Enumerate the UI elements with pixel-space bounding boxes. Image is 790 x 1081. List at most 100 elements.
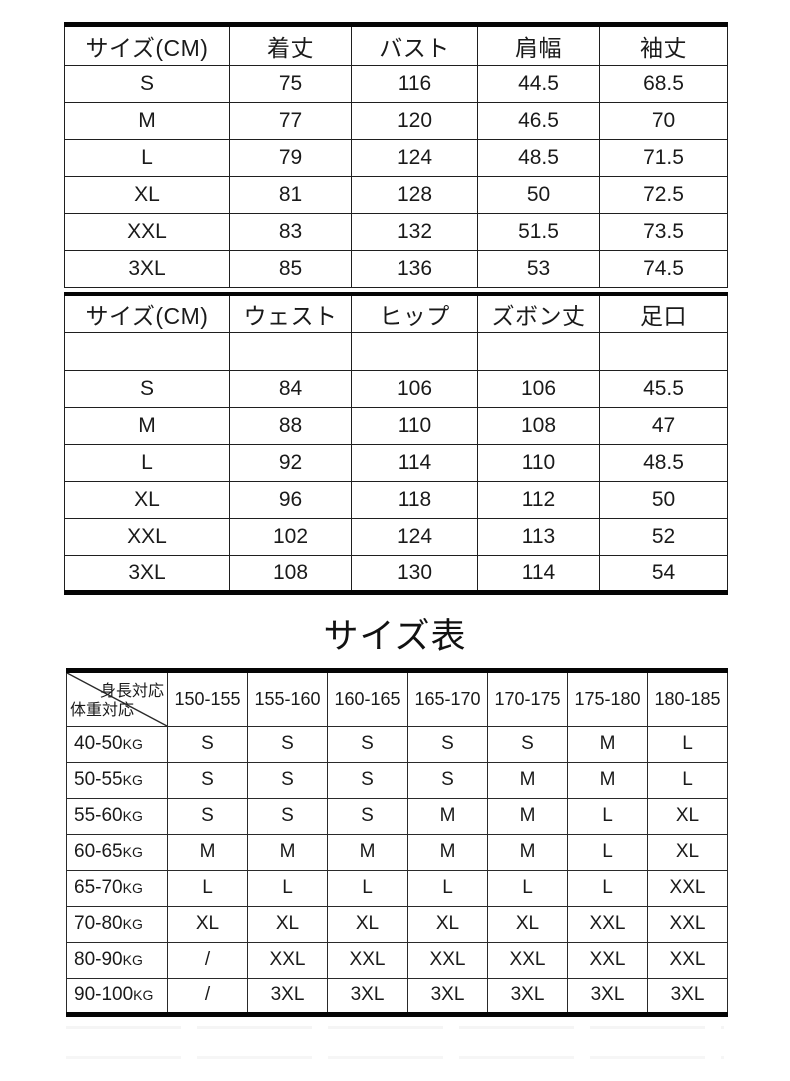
- weight-range-label: 40-50KG: [66, 725, 168, 763]
- measure-value: 92: [229, 443, 352, 482]
- weight-range-value: 70-80: [74, 913, 123, 934]
- recommended-size-cell: 3XL: [327, 977, 408, 1015]
- measure-value: 74.5: [599, 250, 728, 288]
- weight-range-value: 50-55: [74, 769, 123, 790]
- weight-range-value: 60-65: [74, 841, 123, 862]
- recommended-size-cell: XXL: [327, 941, 408, 979]
- measure-value: 46.5: [477, 102, 600, 140]
- recommended-size-cell: S: [327, 761, 408, 799]
- measure-value: 114: [477, 554, 600, 593]
- measure-value: 84: [229, 369, 352, 408]
- weight-unit-label: KG: [122, 736, 143, 752]
- recommended-size-cell: M: [407, 797, 488, 835]
- size-matrix-row: 60-65KG M M M M M L XL: [66, 833, 728, 871]
- measure-value: 130: [351, 554, 478, 593]
- measure-row: M 77 120 46.5 70: [64, 102, 728, 140]
- recommended-size-cell: M: [567, 761, 648, 799]
- measure-value: 81: [229, 176, 352, 214]
- height-range-header: 180-185: [647, 669, 728, 727]
- recommended-size-cell: XL: [327, 905, 408, 943]
- size-matrix-body: 40-50KG S S S S S M L 50-55KG S S S S M M L 55-60KG S S S M M…: [66, 725, 728, 1015]
- size-label: XL: [64, 176, 230, 214]
- measure-value: 110: [477, 443, 600, 482]
- recommended-size-cell: S: [247, 761, 328, 799]
- height-range-header: 175-180: [567, 669, 648, 727]
- measure-row: XXL 102 124 113 52: [64, 517, 728, 556]
- weight-range-label: 65-70KG: [66, 869, 168, 907]
- tops-table-body: S 75 116 44.5 68.5 M 77 120 46.5 70 L 79 124 48.5 71.5…: [64, 65, 728, 288]
- recommended-size-cell: S: [167, 761, 248, 799]
- recommended-size-cell: L: [647, 761, 728, 799]
- measure-value: 128: [351, 176, 478, 214]
- measure-value: 53: [477, 250, 600, 288]
- measure-value: 116: [351, 65, 478, 103]
- size-matrix-row: 65-70KG L L L L L L XXL: [66, 869, 728, 907]
- recommended-size-cell: 3XL: [247, 977, 328, 1015]
- recommended-size-cell: S: [247, 797, 328, 835]
- size-label: XL: [64, 480, 230, 519]
- measure-column-header: 足口: [599, 293, 728, 333]
- measure-value: 48.5: [599, 443, 728, 482]
- measure-value: 44.5: [477, 65, 600, 103]
- recommended-size-cell: /: [167, 977, 248, 1015]
- measure-value: 54: [599, 554, 728, 593]
- size-matrix-row: 50-55KG S S S S M M L: [66, 761, 728, 799]
- empty-cell: [229, 331, 352, 371]
- empty-cell: [477, 331, 600, 371]
- weight-range-label: 50-55KG: [66, 761, 168, 799]
- empty-cell: [599, 331, 728, 371]
- measure-value: 108: [477, 406, 600, 445]
- measure-header-row: サイズ(CM) ウェスト ヒップ ズボン丈 足口: [64, 293, 728, 333]
- corner-cell: 身長対応 体重対応: [66, 669, 168, 727]
- measure-row: M 88 110 108 47: [64, 406, 728, 445]
- size-matrix-row: 80-90KG / XXL XXL XXL XXL XXL XXL: [66, 941, 728, 979]
- measure-value: 124: [351, 139, 478, 177]
- recommended-size-cell: M: [167, 833, 248, 871]
- weight-range-value: 80-90: [74, 949, 123, 970]
- measure-column-header: ウェスト: [229, 293, 352, 333]
- measure-row: XXL 83 132 51.5 73.5: [64, 213, 728, 251]
- recommended-size-cell: L: [247, 869, 328, 907]
- measure-value: 79: [229, 139, 352, 177]
- recommended-size-cell: M: [567, 725, 648, 763]
- spacer-row: [64, 331, 728, 371]
- measurement-tables-section: サイズ(CM) 着丈 バスト 肩幅 袖丈 S 75 116 44.5 68.5 M 77 120 46.…: [64, 22, 728, 595]
- recommended-size-cell: XL: [407, 905, 488, 943]
- measure-value: 68.5: [599, 65, 728, 103]
- recommended-size-cell: S: [487, 725, 568, 763]
- height-range-header: 160-165: [327, 669, 408, 727]
- measure-value: 106: [477, 369, 600, 408]
- recommended-size-cell: XXL: [647, 941, 728, 979]
- measure-header-row: サイズ(CM) 着丈 バスト 肩幅 袖丈: [64, 24, 728, 66]
- recommended-size-cell: XXL: [647, 869, 728, 907]
- ghost-artifact-row: [66, 1055, 724, 1059]
- recommended-size-cell: L: [167, 869, 248, 907]
- weight-range-value: 40-50: [74, 733, 123, 754]
- measure-column-header: 着丈: [229, 24, 352, 66]
- measure-value: 77: [229, 102, 352, 140]
- size-column-header: サイズ(CM): [64, 24, 230, 66]
- size-column-header: サイズ(CM): [64, 293, 230, 333]
- measure-column-header: バスト: [351, 24, 478, 66]
- size-matrix-row: 55-60KG S S S M M L XL: [66, 797, 728, 835]
- recommended-size-cell: M: [407, 833, 488, 871]
- size-matrix-head: 身長対応 体重対応 150-155 155-160 160-165 165-170 17…: [66, 669, 728, 727]
- measure-value: 102: [229, 517, 352, 556]
- measure-value: 88: [229, 406, 352, 445]
- measure-value: 48.5: [477, 139, 600, 177]
- measure-row: XL 81 128 50 72.5: [64, 176, 728, 214]
- size-label: XXL: [64, 213, 230, 251]
- empty-cell: [64, 331, 230, 371]
- recommended-size-cell: S: [327, 797, 408, 835]
- recommended-size-cell: XL: [167, 905, 248, 943]
- recommended-size-cell: XXL: [407, 941, 488, 979]
- measure-value: 50: [477, 176, 600, 214]
- recommended-size-cell: XL: [647, 833, 728, 871]
- measure-row: S 84 106 106 45.5: [64, 369, 728, 408]
- size-label: 3XL: [64, 250, 230, 288]
- bottoms-table-head: サイズ(CM) ウェスト ヒップ ズボン丈 足口: [64, 293, 728, 333]
- height-range-header: 165-170: [407, 669, 488, 727]
- weight-range-value: 55-60: [74, 805, 123, 826]
- size-matrix-row: 90-100KG/3XL 3XL 3XL 3XL 3XL 3XL: [66, 977, 728, 1015]
- measure-column-header: 肩幅: [477, 24, 600, 66]
